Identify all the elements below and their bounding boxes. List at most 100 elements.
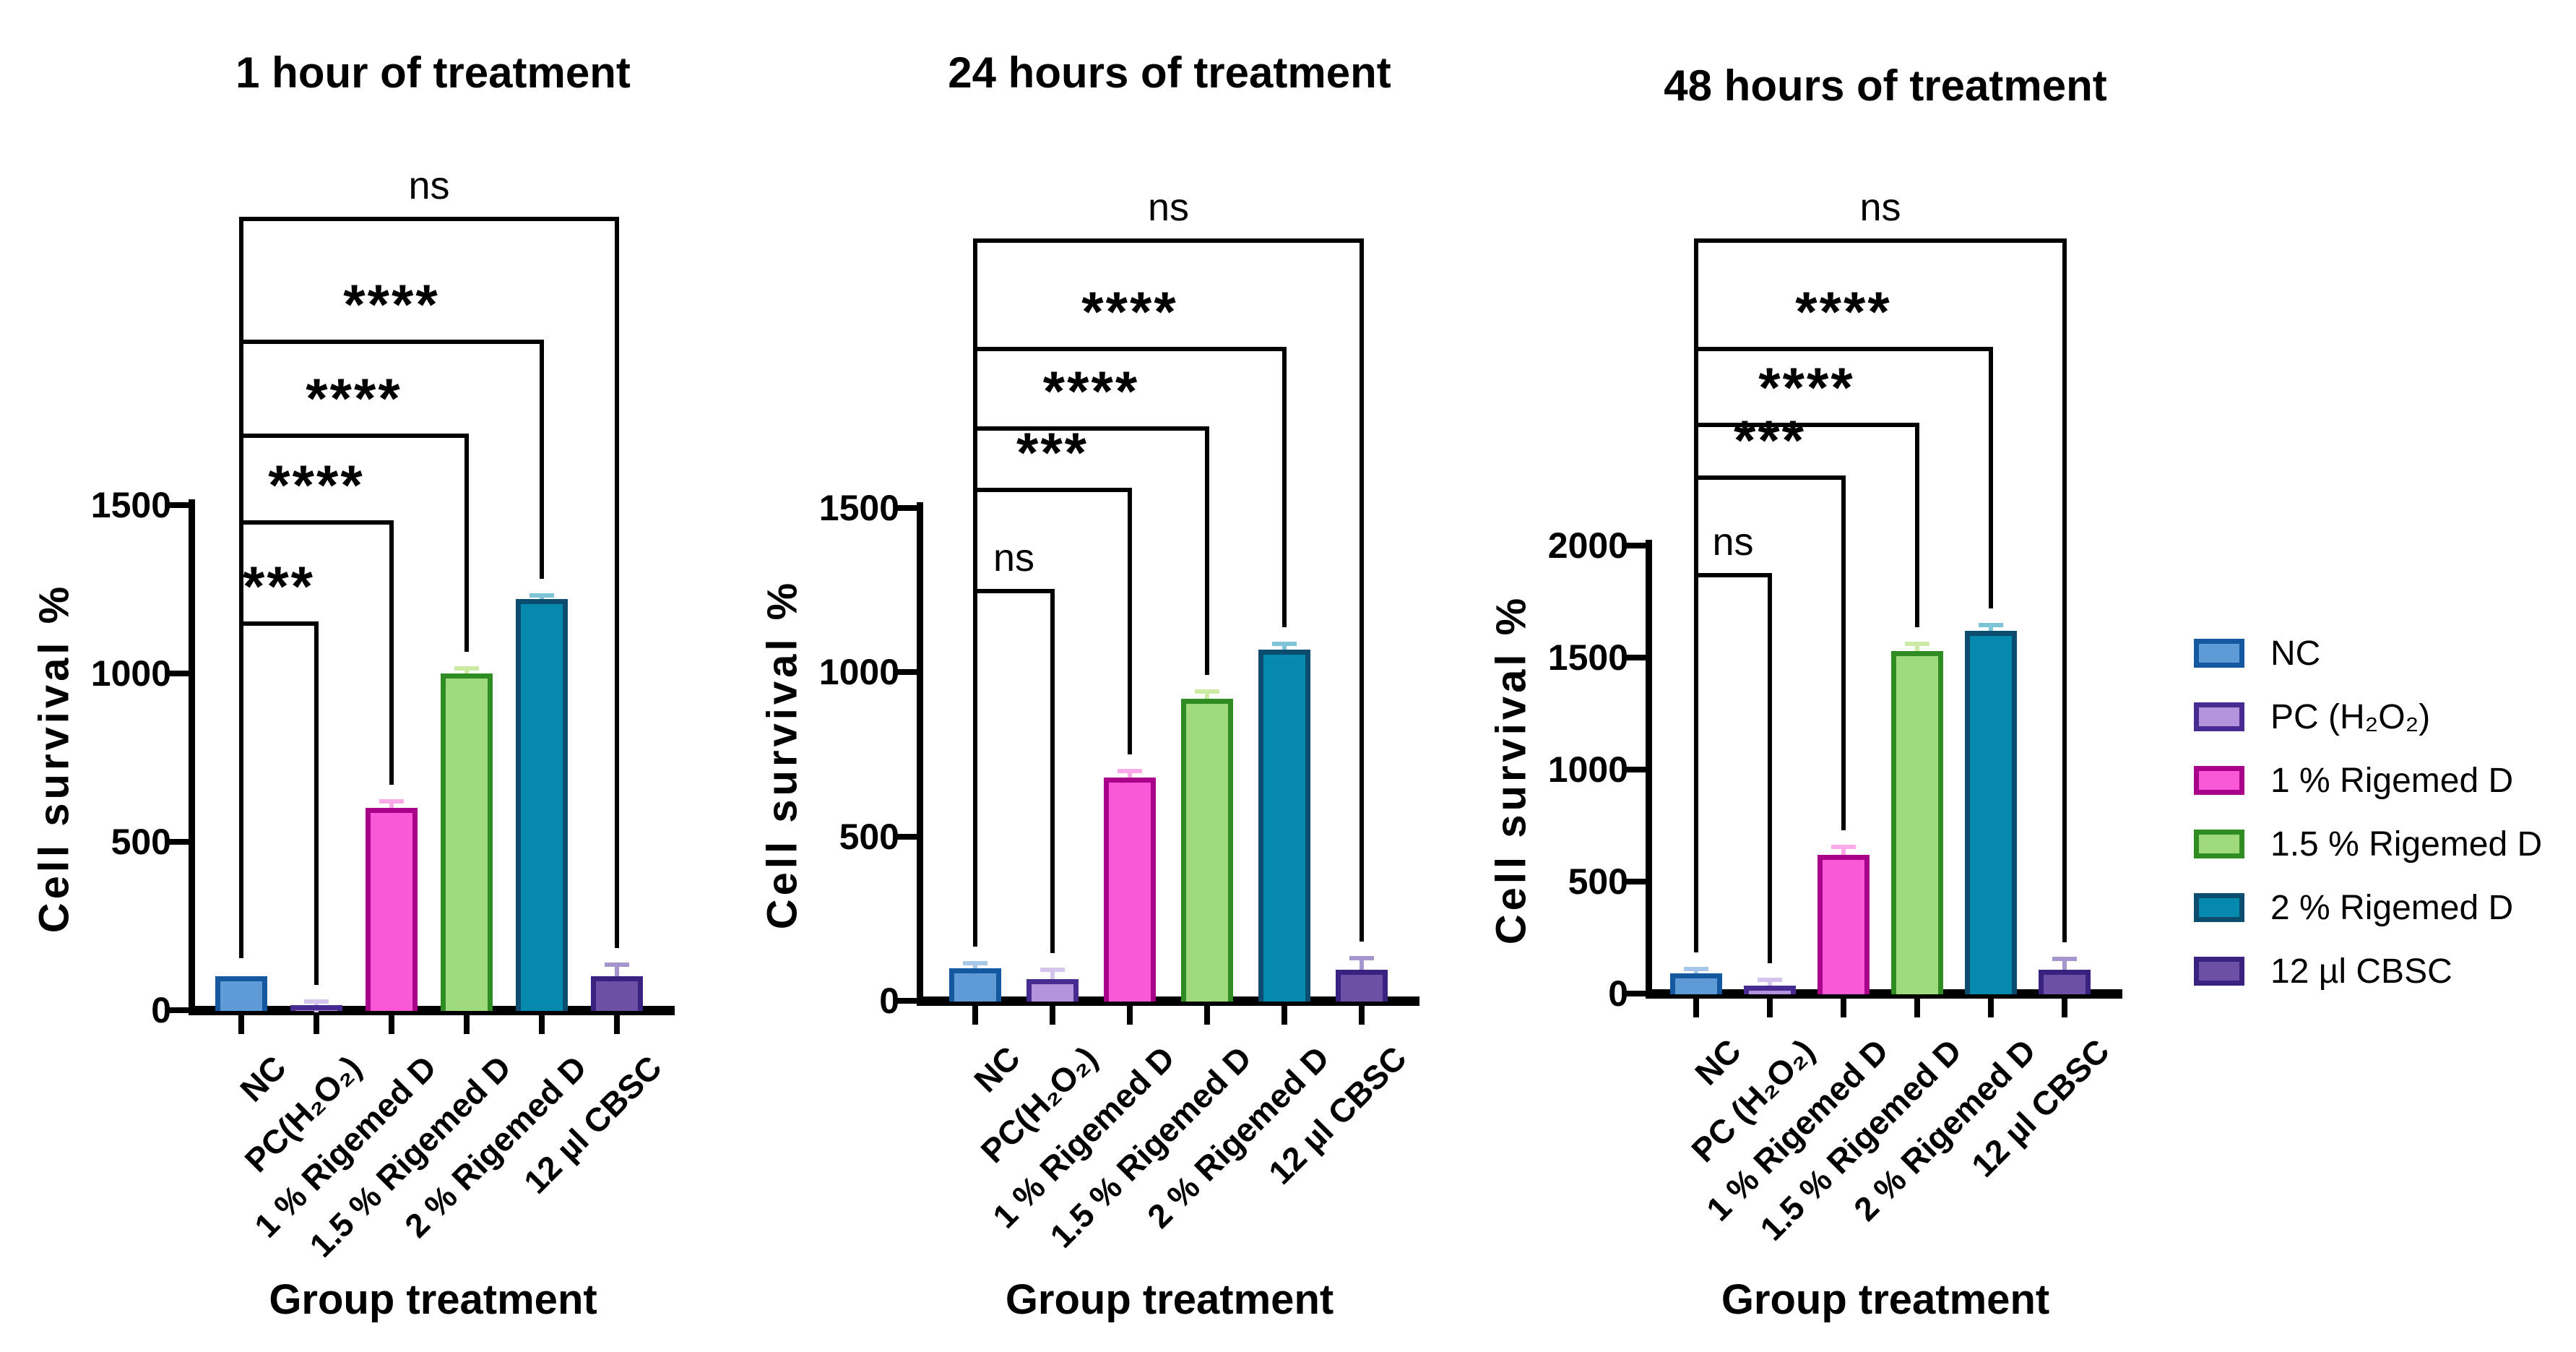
sig-bracket-leg-right [389,520,394,785]
y-tick [1625,991,1646,996]
sig-stars-label: **** [306,366,402,430]
bar-pc-h2o2 [1744,986,1796,994]
x-tick [1767,999,1773,1017]
x-tick [1050,1006,1055,1025]
y-tick [168,839,189,845]
sig-ns-label: ns [993,536,1035,580]
error-bar-cap-pc-h2o2 [1040,968,1065,973]
sig-stars-label: *** [1016,421,1089,484]
y-tick-label: 0 [1608,973,1628,1014]
x-tick [314,1015,319,1034]
legend-label: 12 µl CBSC [2270,952,2452,991]
sig-bracket-leg-right [2062,238,2067,942]
error-bar-cap-pc-h2o2 [1758,977,1782,982]
x-tick [2062,999,2067,1017]
bar-1pct-rigemed-d [1818,854,1870,994]
sig-bracket-line [973,426,1209,431]
sig-ns-label: ns [408,164,450,207]
y-axis-line [189,499,195,1015]
error-bar-cap-2pct-rigemed-d [530,593,554,598]
error-bar-cap-nc [963,960,987,965]
x-tick [464,1015,470,1034]
bar-12ul-cbsc [2039,970,2091,994]
error-bar-cap-2pct-rigemed-d [1272,642,1297,647]
sig-bracket-line [1694,423,1919,427]
sig-bracket-leg-left [239,621,243,959]
legend-label: NC [2270,634,2321,673]
sig-bracket-leg-right [1282,347,1287,628]
legend-label: 1.5 % Rigemed D [2270,824,2543,864]
error-bar-cap-12ul-cbsc [605,963,629,968]
legend-item-1pct-rigemed-d: 1 % Rigemed D [2194,762,2542,800]
error-bar-cap-1-5pct-rigemed-d [1905,641,1929,646]
y-axis-label: Cell survival % [758,579,806,930]
sig-stars-label: **** [1081,280,1178,343]
bar-2pct-rigemed-d [1258,649,1310,1002]
sig-bracket-leg-right [464,434,469,653]
sig-bracket-leg-right [1128,488,1132,754]
sig-bracket-leg-right [1841,475,1846,830]
legend-item-12ul-cbsc: 12 µl CBSC [2194,952,2542,991]
legend-swatch-pc-h2o2 [2194,702,2244,731]
error-bar-cap-1-5pct-rigemed-d [454,666,479,671]
sig-bracket-leg-right [615,217,619,949]
x-axis-label: Group treatment [269,1276,597,1323]
x-tick [1204,1006,1210,1025]
error-bar-stem-1pct-rigemed-d [1841,846,1846,862]
y-tick-label: 0 [151,990,171,1030]
y-tick [168,1007,189,1013]
y-tick-label: 1500 [818,488,899,528]
chart-title: 24 hours of treatment [948,48,1391,97]
y-axis-line [917,502,923,1006]
sig-bracket-line [973,488,1132,492]
bar-1-5pct-rigemed-d [1181,698,1233,1002]
sig-bracket-leg-right [1915,423,1919,627]
bar-pc-h2o2 [1026,979,1079,1002]
y-tick-label: 1000 [90,653,171,694]
x-tick [1693,999,1699,1017]
sig-bracket-leg-right [1360,238,1364,942]
x-tick [1127,1006,1133,1025]
bar-2pct-rigemed-d [1965,630,2017,994]
error-bar-stem-1-5pct-rigemed-d [1205,691,1209,706]
x-tick [1359,1006,1365,1025]
chart-title: 48 hours of treatment [1664,61,2107,110]
x-tick [614,1015,620,1034]
bar-nc [215,976,267,1011]
sig-bracket-line [1694,347,1993,351]
chart-title: 1 hour of treatment [235,48,631,97]
bar-nc [1670,973,1722,994]
bar-12ul-cbsc [1336,969,1388,1002]
legend: NC PC (H₂O₂) 1 % Rigemed D 1.5 % Rigemed D 2… [2194,634,2542,991]
bar-1-5pct-rigemed-d [1891,650,1943,994]
x-tick-label: NC [232,1048,293,1109]
sig-bracket-line [1694,573,1772,577]
y-tick-label: 1500 [1547,637,1628,678]
y-tick [1625,655,1646,660]
bar-1pct-rigemed-d [1104,777,1156,1002]
legend-swatch-1pct-rigemed-d [2194,766,2244,795]
x-axis-label: Group treatment [1005,1276,1334,1323]
legend-item-nc: NC [2194,634,2542,673]
legend-item-pc-h2o2: PC (H₂O₂) [2194,698,2542,736]
legend-label: 1 % Rigemed D [2270,761,2514,800]
legend-item-1-5pct-rigemed-d: 1.5 % Rigemed D [2194,825,2542,864]
y-tick-label: 1500 [90,485,171,525]
error-bar-cap-1pct-rigemed-d [1831,844,1856,849]
sig-bracket-leg-right [1768,573,1772,963]
sig-bracket-leg-left [1694,573,1698,953]
y-tick [1625,543,1646,548]
bar-1pct-rigemed-d [366,808,418,1011]
y-tick [168,671,189,676]
error-bar-cap-1pct-rigemed-d [379,799,404,804]
x-tick-label: NC [1687,1031,1748,1093]
sig-bracket-leg-right [540,340,544,579]
legend-label: PC (H₂O₂) [2270,697,2431,736]
sig-stars-label: **** [343,272,440,336]
legend-swatch-1-5pct-rigemed-d [2194,830,2244,858]
y-tick [896,505,917,511]
y-tick [168,502,189,508]
y-tick [1625,879,1646,884]
sig-bracket-leg-right [314,621,319,986]
